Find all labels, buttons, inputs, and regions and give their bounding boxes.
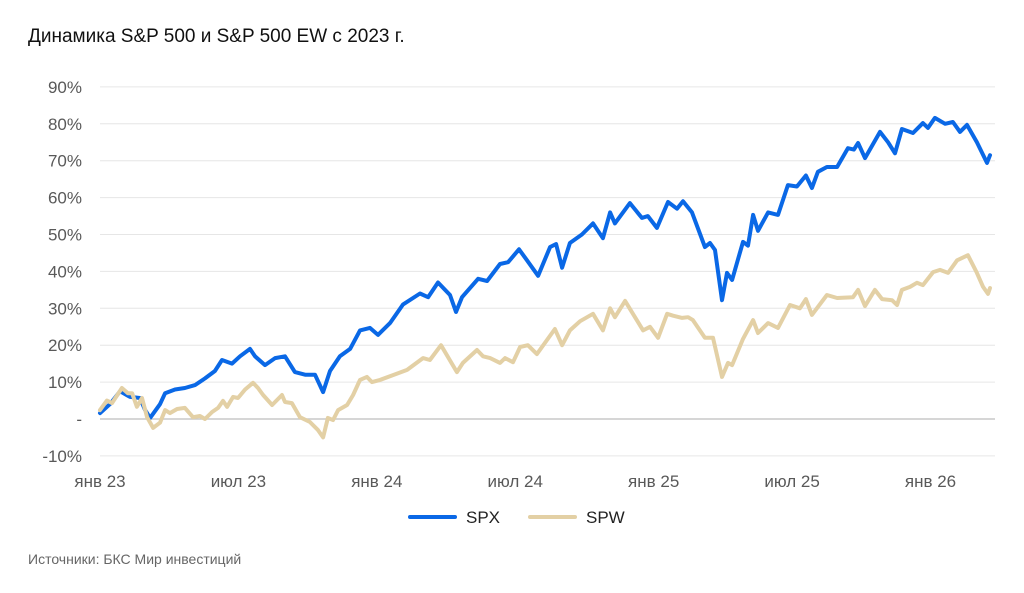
y-tick-label: -: [76, 410, 82, 429]
y-tick-label: 20%: [48, 336, 82, 355]
y-tick-label: 60%: [48, 189, 82, 208]
x-tick-label: июл 24: [488, 472, 543, 491]
x-tick-label: янв 26: [905, 472, 956, 491]
gridlines: [100, 86, 995, 457]
y-tick-label: 80%: [48, 115, 82, 134]
y-axis: 90% 80% 70% 60% 50% 40% 30% 20% 10% - -10%: [42, 78, 82, 466]
series-line-spx: [98, 115, 992, 420]
x-tick-label: янв 23: [74, 472, 125, 491]
y-tick-label: -10%: [42, 447, 82, 466]
x-tick-label: июл 23: [211, 472, 266, 491]
legend-label: SPW: [586, 508, 625, 527]
series-lines: [98, 115, 992, 440]
chart-title: Динамика S&P 500 и S&P 500 EW с 2023 г.: [28, 26, 405, 47]
y-tick-label: 10%: [48, 373, 82, 392]
series-line-spw: [98, 253, 992, 440]
legend-label: SPX: [466, 508, 500, 527]
legend: SPX SPW: [408, 508, 625, 527]
y-tick-label: 40%: [48, 262, 82, 281]
y-tick-label: 30%: [48, 299, 82, 318]
x-tick-label: июл 25: [764, 472, 819, 491]
x-tick-label: янв 24: [351, 472, 402, 491]
source-note: Источники: БКС Мир инвестиций: [28, 551, 242, 567]
y-tick-label: 70%: [48, 152, 82, 171]
y-tick-label: 50%: [48, 226, 82, 245]
x-axis: янв 23 июл 23 янв 24 июл 24 янв 25 июл 25 янв …: [74, 472, 956, 491]
x-tick-label: янв 25: [628, 472, 679, 491]
y-tick-label: 90%: [48, 78, 82, 97]
